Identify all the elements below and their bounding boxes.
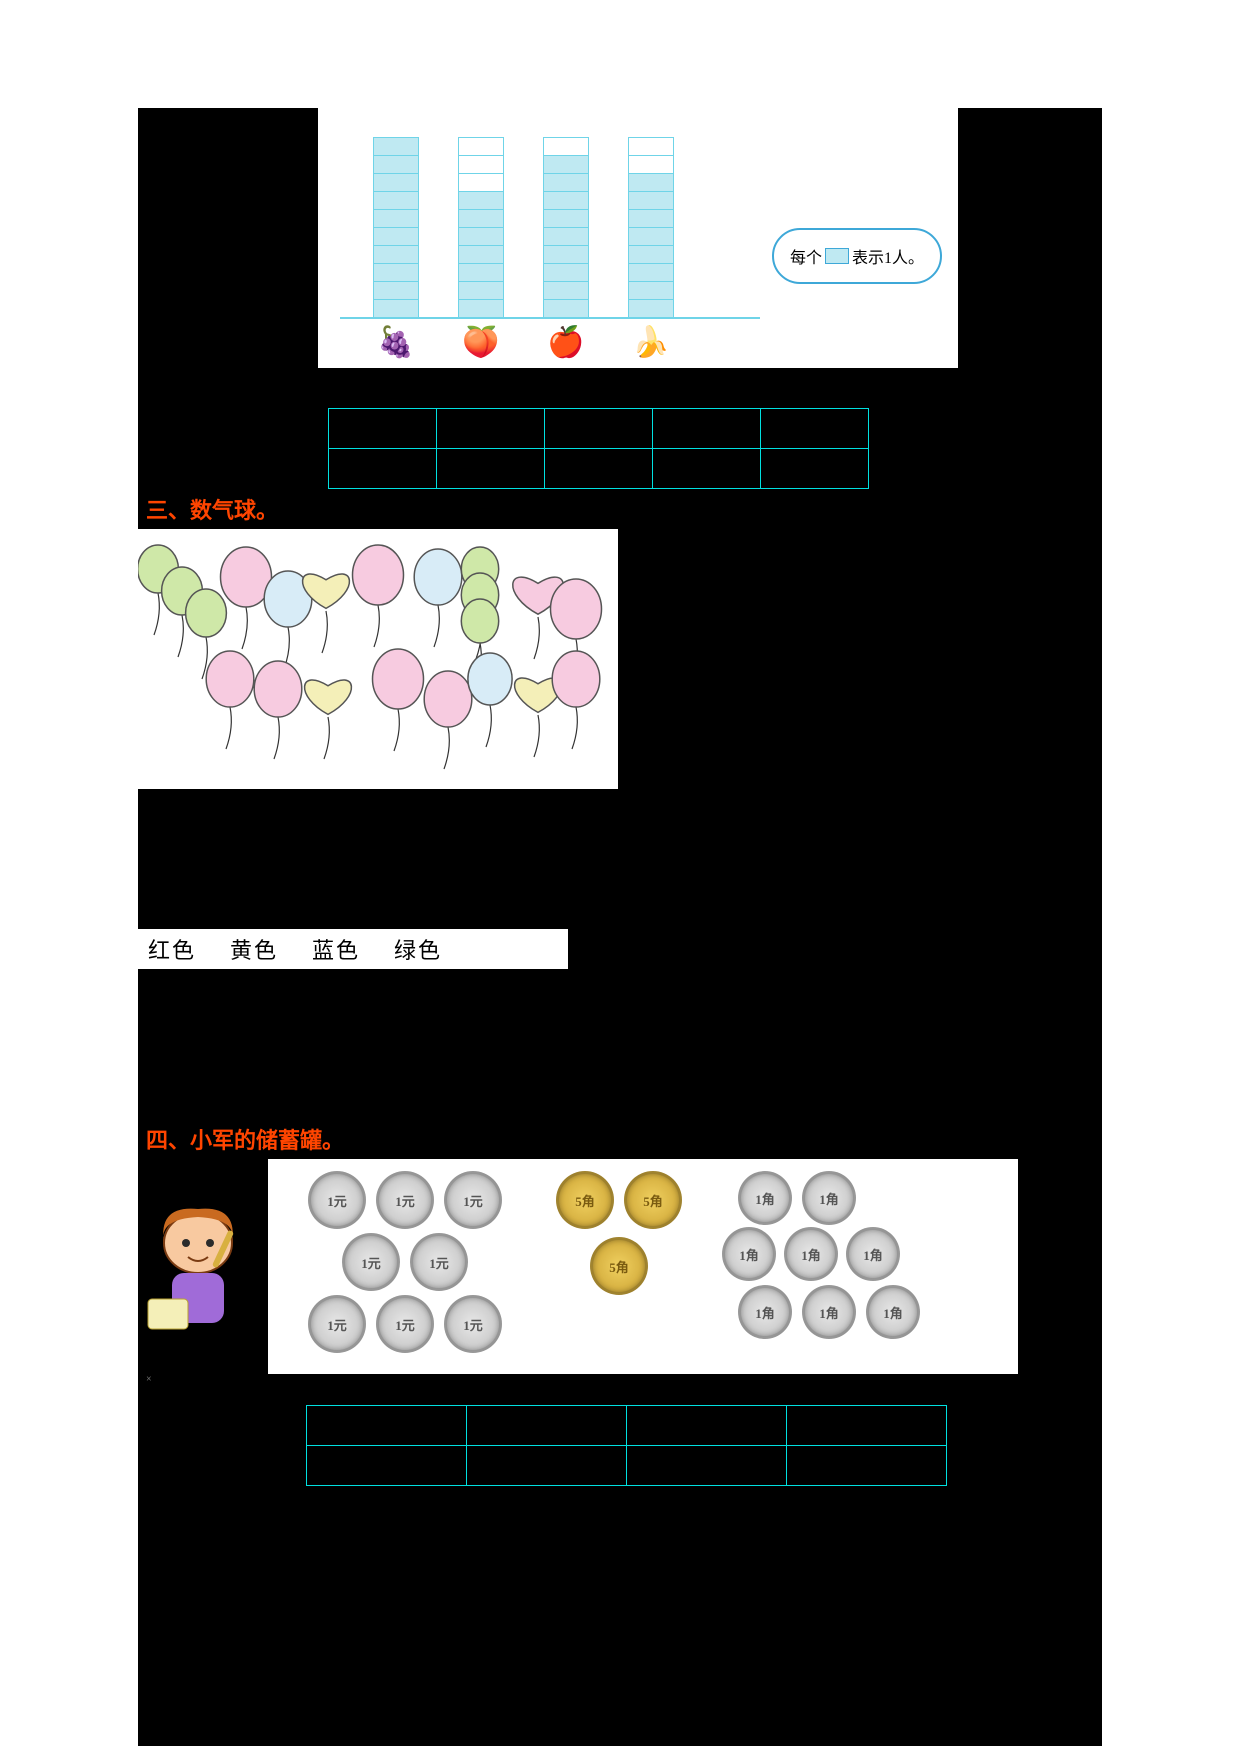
blank-space (138, 789, 1102, 929)
color-label: 蓝色 (312, 933, 360, 965)
balloon-icon (468, 653, 512, 747)
fruit-icon-grape: 🍇 (373, 322, 419, 362)
table-cell (627, 1446, 787, 1486)
coin-j1-icon: 1角 (722, 1227, 776, 1281)
balloon-icon (254, 661, 302, 759)
table-cell (467, 1406, 627, 1446)
chart-legend-bubble: 每个 表示1人。 (772, 228, 942, 284)
table-cell (437, 449, 545, 489)
balloon-illustration (138, 529, 618, 789)
balloon-icon (552, 651, 600, 749)
section-4-heading: 四、小军的储蓄罐。 (138, 1119, 1102, 1159)
fruit-bar-chart: 🍇 🍑 🍎 🍌 每个 表示1人。 (318, 108, 958, 368)
coin-y1-icon: 1元 (308, 1171, 366, 1229)
coin-j1-icon: 1角 (866, 1285, 920, 1339)
coin-j1-icon: 1角 (802, 1171, 856, 1225)
chart-bar-apple (543, 138, 589, 318)
chart-bar-peach (458, 138, 504, 318)
fruit-icon-banana: 🍌 (628, 322, 674, 362)
color-label: 红色 (148, 933, 196, 965)
table-cell (653, 449, 761, 489)
coin-j1-icon: 1角 (738, 1285, 792, 1339)
table-cell (787, 1406, 947, 1446)
balloon-icon (206, 651, 254, 749)
tiny-mark: × (138, 1374, 1102, 1385)
balloon-icon (373, 649, 424, 751)
table-cell (437, 409, 545, 449)
coin-y1-icon: 1元 (444, 1295, 502, 1353)
coin-y1-icon: 1元 (410, 1233, 468, 1291)
coin-y1-icon: 1元 (376, 1295, 434, 1353)
color-label: 黄色 (230, 933, 278, 965)
table-cell (627, 1406, 787, 1446)
coin-j1-icon: 1角 (784, 1227, 838, 1281)
blank-space (138, 969, 1102, 1119)
table-cell (545, 409, 653, 449)
balloon-icon (424, 671, 472, 769)
coin-illustration: 1元1元1元1元1元1元1元1元5角5角5角1角1角1角1角1角1角1角1角 (268, 1159, 1018, 1374)
balloon-icon (353, 545, 404, 647)
table-cell (545, 449, 653, 489)
balloon-icon (414, 549, 462, 647)
coin-y1-icon: 1元 (444, 1171, 502, 1229)
coin-y1-icon: 1元 (342, 1233, 400, 1291)
section-3-heading: 三、数气球。 (138, 489, 1102, 529)
table-cell (761, 409, 869, 449)
coin-j5-icon: 5角 (624, 1171, 682, 1229)
kid-cartoon-icon (138, 1199, 258, 1339)
coin-j1-icon: 1角 (802, 1285, 856, 1339)
legend-square-icon (825, 248, 849, 264)
table-cell (329, 449, 437, 489)
balloon-icon (303, 574, 350, 653)
fruit-icon-apple: 🍎 (543, 322, 589, 362)
coin-j1-icon: 1角 (738, 1171, 792, 1225)
coin-y1-icon: 1元 (308, 1295, 366, 1353)
blank-space (138, 1486, 1102, 1746)
table-cell (307, 1446, 467, 1486)
fruit-count-table (138, 408, 1102, 489)
balloon-color-labels: 红色 黄色 蓝色 绿色 (138, 929, 568, 969)
balloon-icon (305, 680, 352, 759)
chart-bar-banana (628, 138, 674, 318)
coin-j5-icon: 5角 (556, 1171, 614, 1229)
bubble-prefix: 每个 (790, 244, 822, 268)
coin-y1-icon: 1元 (376, 1171, 434, 1229)
color-label: 绿色 (394, 933, 442, 965)
bubble-suffix: 表示1人。 (852, 244, 924, 268)
coin-count-table (138, 1405, 1102, 1486)
table-cell (467, 1446, 627, 1486)
worksheet-page: 🍇 🍑 🍎 🍌 每个 表示1人。 三、数气球。 红色 黄色 蓝色 绿色 四、小军的储蓄… (138, 108, 1102, 1746)
coin-j1-icon: 1角 (846, 1227, 900, 1281)
chart-bar-grape (373, 138, 419, 318)
table-cell (761, 449, 869, 489)
coin-j5-icon: 5角 (590, 1237, 648, 1295)
table-cell (307, 1406, 467, 1446)
table-cell (787, 1446, 947, 1486)
table-cell (653, 409, 761, 449)
fruit-icon-peach: 🍑 (458, 322, 504, 362)
table-cell (329, 409, 437, 449)
